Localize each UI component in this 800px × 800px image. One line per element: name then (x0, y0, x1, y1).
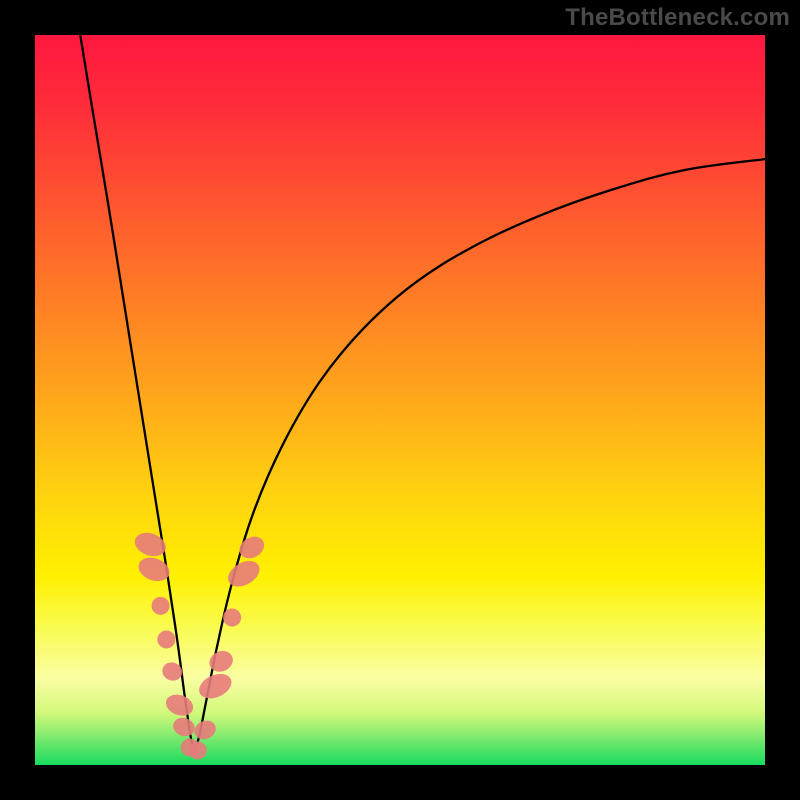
chart-container: TheBottleneck.com (0, 0, 800, 800)
marker-point (189, 741, 207, 759)
marker-point (152, 597, 170, 615)
watermark-text: TheBottleneck.com (565, 4, 790, 32)
marker-point (223, 609, 241, 627)
plot-background (35, 35, 765, 765)
marker-point (157, 630, 175, 648)
bottleneck-chart (0, 0, 800, 800)
